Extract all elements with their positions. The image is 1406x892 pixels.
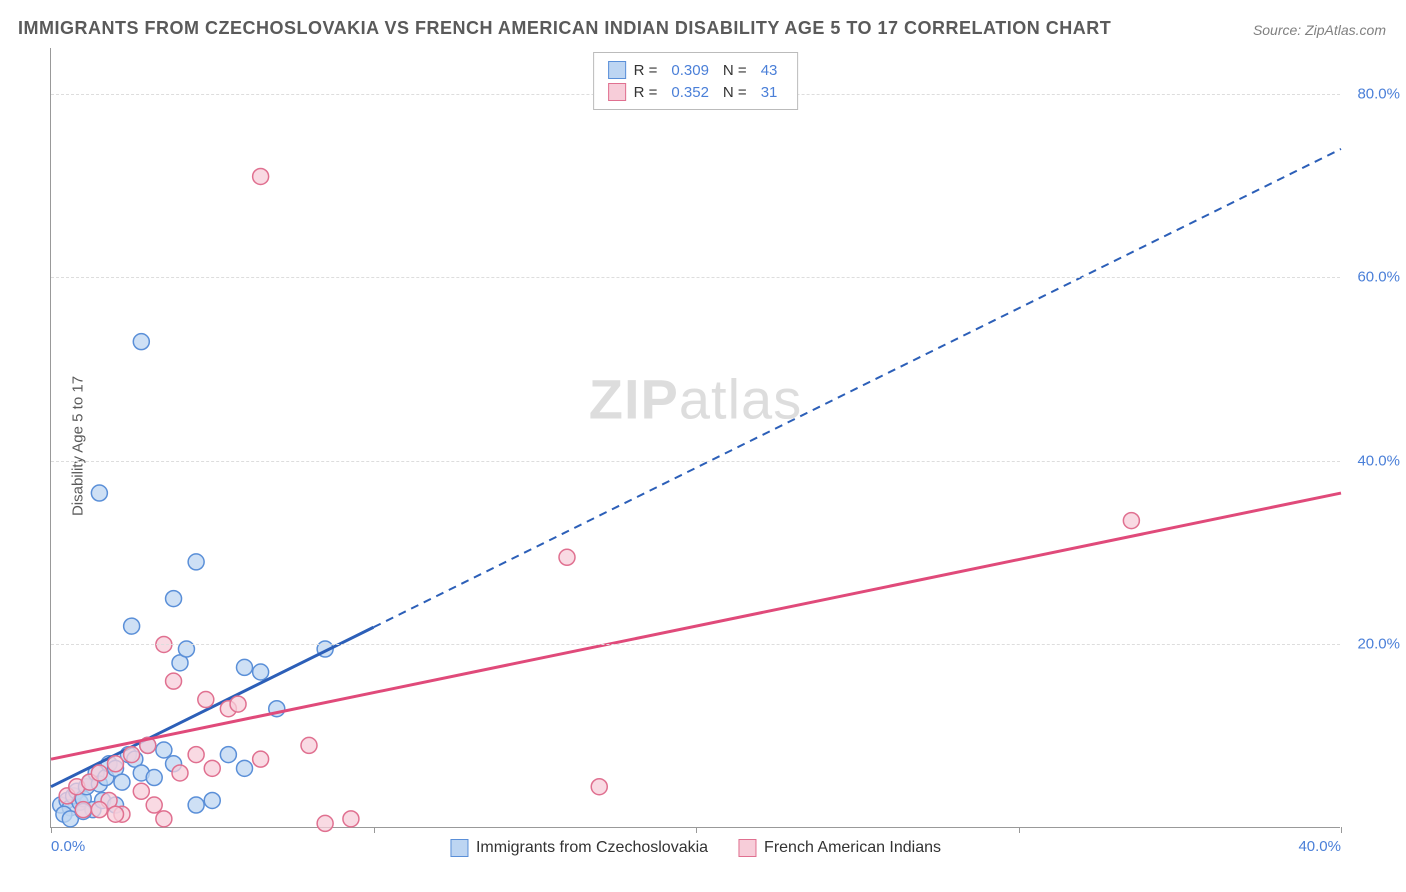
legend-swatch-blue [608, 61, 626, 79]
source-attribution: Source: ZipAtlas.com [1253, 22, 1386, 38]
legend-stats-row-2: R = 0.352 N = 31 [608, 81, 784, 103]
n-value-1: 43 [761, 62, 778, 79]
r-value-2: 0.352 [671, 84, 709, 101]
n-label: N = [723, 84, 747, 101]
legend-stats-box: R = 0.309 N = 43 R = 0.352 N = 31 [593, 52, 799, 110]
legend-swatch-blue [450, 839, 468, 857]
legend-stats-row-1: R = 0.309 N = 43 [608, 59, 784, 81]
legend-item-2: French American Indians [738, 839, 941, 857]
scatter-svg [51, 48, 1340, 827]
r-value-1: 0.309 [671, 62, 709, 79]
legend-item-1: Immigrants from Czechoslovakia [450, 839, 708, 857]
legend-swatch-pink [608, 83, 626, 101]
n-label: N = [723, 62, 747, 79]
legend-label-1: Immigrants from Czechoslovakia [476, 839, 708, 857]
n-value-2: 31 [761, 84, 778, 101]
chart-plot-area: ZIPatlas R = 0.309 N = 43 R = 0.352 N = … [50, 48, 1340, 828]
r-label: R = [634, 84, 658, 101]
r-label: R = [634, 62, 658, 79]
legend-swatch-pink [738, 839, 756, 857]
legend-series: Immigrants from Czechoslovakia French Am… [450, 839, 941, 857]
chart-title: IMMIGRANTS FROM CZECHOSLOVAKIA VS FRENCH… [18, 18, 1111, 39]
legend-label-2: French American Indians [764, 839, 941, 857]
